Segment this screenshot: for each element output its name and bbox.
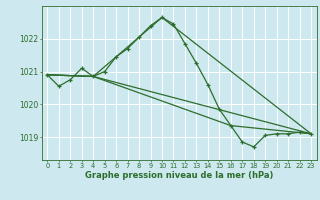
X-axis label: Graphe pression niveau de la mer (hPa): Graphe pression niveau de la mer (hPa) [85,171,273,180]
